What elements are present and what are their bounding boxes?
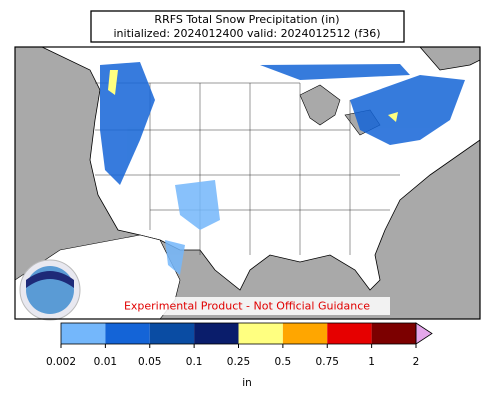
colorbar-segment — [105, 323, 150, 344]
colorbar-segment — [327, 323, 372, 344]
snow-heavy — [108, 70, 398, 122]
map: Experimental Product - Not Official Guid… — [14, 46, 481, 321]
colorbar-segment — [238, 323, 283, 344]
title-line: RRFS Total Snow Precipitation (in) — [154, 13, 339, 26]
notice-bg — [105, 297, 390, 315]
colorbar-tick-label: 0.75 — [316, 356, 339, 368]
colorbar-tick-label: 2 — [413, 356, 420, 368]
borders — [95, 82, 400, 255]
colorbar-segment — [371, 323, 416, 344]
colorbar-tick-label: 0.1 — [186, 356, 203, 368]
title-box — [90, 10, 405, 43]
colorbar-segment — [61, 323, 106, 344]
colorbar-segment — [149, 323, 195, 344]
colorbar-tick-label: 0.25 — [227, 356, 250, 368]
colorbar-segment — [282, 323, 328, 344]
title-line: initialized: 2024012400 valid: 202401251… — [114, 27, 381, 40]
map-frame — [14, 46, 481, 320]
colorbar-extension — [415, 322, 433, 345]
colorbar-label: in — [242, 377, 252, 389]
great-lakes — [299, 84, 341, 126]
colorbar-tick-label: 0.05 — [138, 356, 161, 368]
colorbar-segment — [194, 323, 239, 344]
colorbar-tick-label: 0.002 — [46, 356, 76, 368]
colorbar: 0.002 0.01 0.05 0.1 0.25 0.5 0.75 1 2 — [46, 322, 433, 368]
colorbar-tick-label: 0.5 — [275, 356, 292, 368]
colorbar-tick-label: 0.01 — [94, 356, 117, 368]
noaa-logo — [19, 259, 81, 321]
colorbar-tick-label: 1 — [368, 356, 375, 368]
notice: Experimental Product - Not Official Guid… — [124, 300, 370, 313]
